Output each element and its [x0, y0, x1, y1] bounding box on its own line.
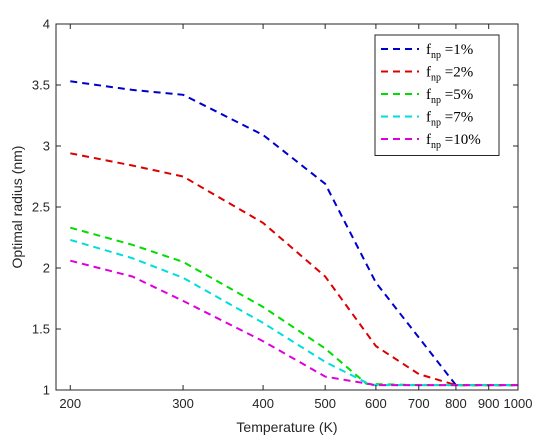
- legend-label-1: fnp =1%: [426, 42, 473, 61]
- legend-label-2: fnp =2%: [426, 65, 473, 84]
- legend-box: [374, 34, 500, 156]
- x-tick-label: 500: [314, 396, 336, 411]
- series-line-2: [70, 152, 518, 387]
- series-line-1: [70, 80, 518, 387]
- legend: fnp =1% fnp =2% fnp =5% fnp =7% fnp =10%: [374, 34, 500, 156]
- x-tick-label: 900: [478, 396, 500, 411]
- x-axis-title: Temperature (K): [236, 419, 337, 435]
- x-tick-label: 300: [172, 396, 194, 411]
- legend-label-3: fnp =5%: [426, 87, 473, 106]
- series-layer: [70, 80, 518, 387]
- y-tick-label: 1: [43, 383, 50, 398]
- x-tick-label: 400: [252, 396, 274, 411]
- y-tick-label: 2: [43, 261, 50, 276]
- x-tick-label: 800: [445, 396, 467, 411]
- x-tick-label: 600: [365, 396, 387, 411]
- y-tick-label: 2.5: [32, 200, 50, 215]
- series-line-5: [70, 259, 518, 387]
- y-axis-title: Optimal radius (nm): [9, 146, 25, 269]
- y-tick-label: 3.5: [32, 78, 50, 93]
- legend-label-4: fnp =7%: [426, 110, 473, 129]
- axes-layer: 200 300 400 500 600 700 800 900 1000 1 1.5 2 2.5 3 3.5…: [32, 17, 533, 412]
- x-tick-label: 700: [408, 396, 430, 411]
- legend-label-5: fnp =10%: [426, 132, 481, 151]
- y-tick-label: 1.5: [32, 322, 50, 337]
- y-tick-label: 3: [43, 139, 50, 154]
- y-tick-label: 4: [43, 17, 50, 32]
- x-tick-label: 1000: [504, 396, 533, 411]
- x-tick-label: 200: [59, 396, 81, 411]
